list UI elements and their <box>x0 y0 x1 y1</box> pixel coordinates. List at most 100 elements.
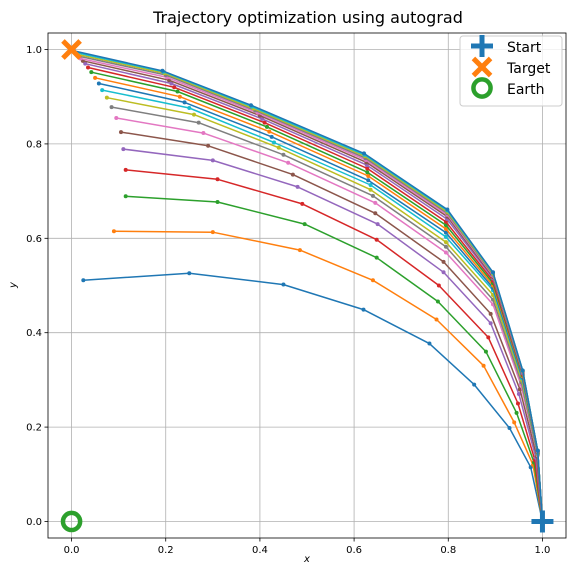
x-tick-label: 0.8 <box>440 545 456 556</box>
trajectory-point <box>264 124 269 129</box>
trajectory-point <box>535 448 540 453</box>
trajectory-point <box>443 234 448 239</box>
trajectory-point <box>427 341 432 346</box>
trajectory-point <box>267 129 272 134</box>
trajectory-point <box>373 200 378 205</box>
trajectory-point <box>262 120 267 125</box>
trajectory-point <box>443 230 448 235</box>
trajectory-point <box>488 311 493 316</box>
trajectory-point <box>361 307 366 312</box>
trajectory-point <box>370 278 375 283</box>
trajectory-point <box>83 61 88 66</box>
trajectory-point <box>215 177 220 182</box>
trajectory-point <box>276 145 281 150</box>
circle-ring <box>471 77 493 99</box>
trajectory-point <box>443 244 448 249</box>
trajectory-point <box>269 134 274 139</box>
trajectory-point <box>481 363 486 368</box>
circle-ring <box>60 510 83 533</box>
axis-ticks: 0.0 0.2 0.4 0.6 0.8 1.0 0.0 0.2 0.4 0.6 0.8 1.0 <box>26 45 550 556</box>
trajectory-point <box>172 85 177 90</box>
y-tick-label: 0.6 <box>26 234 42 245</box>
legend: Start Target Earth <box>459 35 563 107</box>
trajectory-point <box>104 95 109 100</box>
trajectory-point <box>507 426 512 431</box>
trajectory-point <box>121 147 126 152</box>
trajectory-point <box>361 151 366 156</box>
trajectory-point <box>368 182 373 187</box>
legend-label-target: Target <box>506 61 551 77</box>
trajectory-point <box>215 199 220 204</box>
legend-icon-earth <box>471 77 493 99</box>
trajectory-point <box>365 166 370 171</box>
trajectory-point <box>260 116 265 121</box>
trajectory-point <box>96 81 101 86</box>
marker-start <box>531 510 554 533</box>
trajectory-point <box>516 392 521 397</box>
trajectory-point <box>297 248 302 253</box>
y-tick-label: 0.4 <box>26 328 42 339</box>
trajectory-point <box>210 230 215 235</box>
trajectory-point <box>118 130 123 135</box>
trajectory-point <box>374 237 379 242</box>
trajectory-point <box>281 152 286 157</box>
y-tick-label: 0.0 <box>26 517 42 528</box>
trajectory-point <box>177 94 182 99</box>
x-tick-label: 1.0 <box>535 545 551 556</box>
trajectory-point <box>365 170 370 175</box>
trajectory-point <box>295 184 300 189</box>
legend-icons <box>471 35 493 99</box>
legend-icon-start <box>471 35 493 57</box>
x-stroke <box>61 39 82 60</box>
trajectory-point <box>472 382 477 387</box>
trajectory-point <box>160 68 165 73</box>
legend-icon-target <box>471 56 493 78</box>
legend-box <box>459 35 563 107</box>
trajectory-point <box>210 158 215 163</box>
trajectory-point <box>93 75 98 80</box>
trajectory-point <box>445 207 450 212</box>
x-tick-label: 0.2 <box>158 545 174 556</box>
trajectory-point <box>488 321 493 326</box>
trajectory-point <box>366 178 371 183</box>
special-markers <box>60 39 554 533</box>
x-stroke <box>471 56 493 78</box>
trajectory-point <box>441 259 446 264</box>
trajectory-point <box>86 65 91 70</box>
trajectory-point <box>182 100 187 105</box>
trajectory-point <box>187 271 192 276</box>
trajectory-point <box>290 172 295 177</box>
chart-title: Trajectory optimization using autograd <box>152 8 463 27</box>
plot-area <box>71 48 545 524</box>
trajectory-point <box>443 240 448 245</box>
x-tick-label: 0.4 <box>252 545 268 556</box>
trajectory-point <box>373 211 378 216</box>
trajectory-point <box>434 317 439 322</box>
trajectory-point <box>512 420 517 425</box>
trajectory-point <box>123 167 128 172</box>
trajectory-point <box>520 368 525 373</box>
x-tick-label: 0.0 <box>64 545 80 556</box>
trajectory-point <box>191 112 196 117</box>
trajectory-point <box>111 229 116 234</box>
trajectory-point <box>374 255 379 260</box>
trajectory-point <box>81 278 86 283</box>
trajectory-point <box>281 282 286 287</box>
trajectory-point <box>201 131 206 136</box>
trajectory-point <box>483 349 488 354</box>
marker-earth <box>60 510 83 533</box>
trajectory-point <box>514 410 519 415</box>
trajectory-point <box>375 222 380 227</box>
legend-label-start: Start <box>507 40 542 56</box>
trajectory-point <box>109 105 114 110</box>
trajectory-point <box>443 226 448 231</box>
trajectory-point <box>114 115 119 120</box>
trajectory-point <box>366 174 371 179</box>
trajectory-point <box>206 143 211 148</box>
trajectory-point <box>300 201 305 206</box>
marker-target <box>61 39 82 60</box>
trajectory-point <box>435 299 440 304</box>
trajectory-point <box>370 193 375 198</box>
axes-frame <box>47 32 567 539</box>
